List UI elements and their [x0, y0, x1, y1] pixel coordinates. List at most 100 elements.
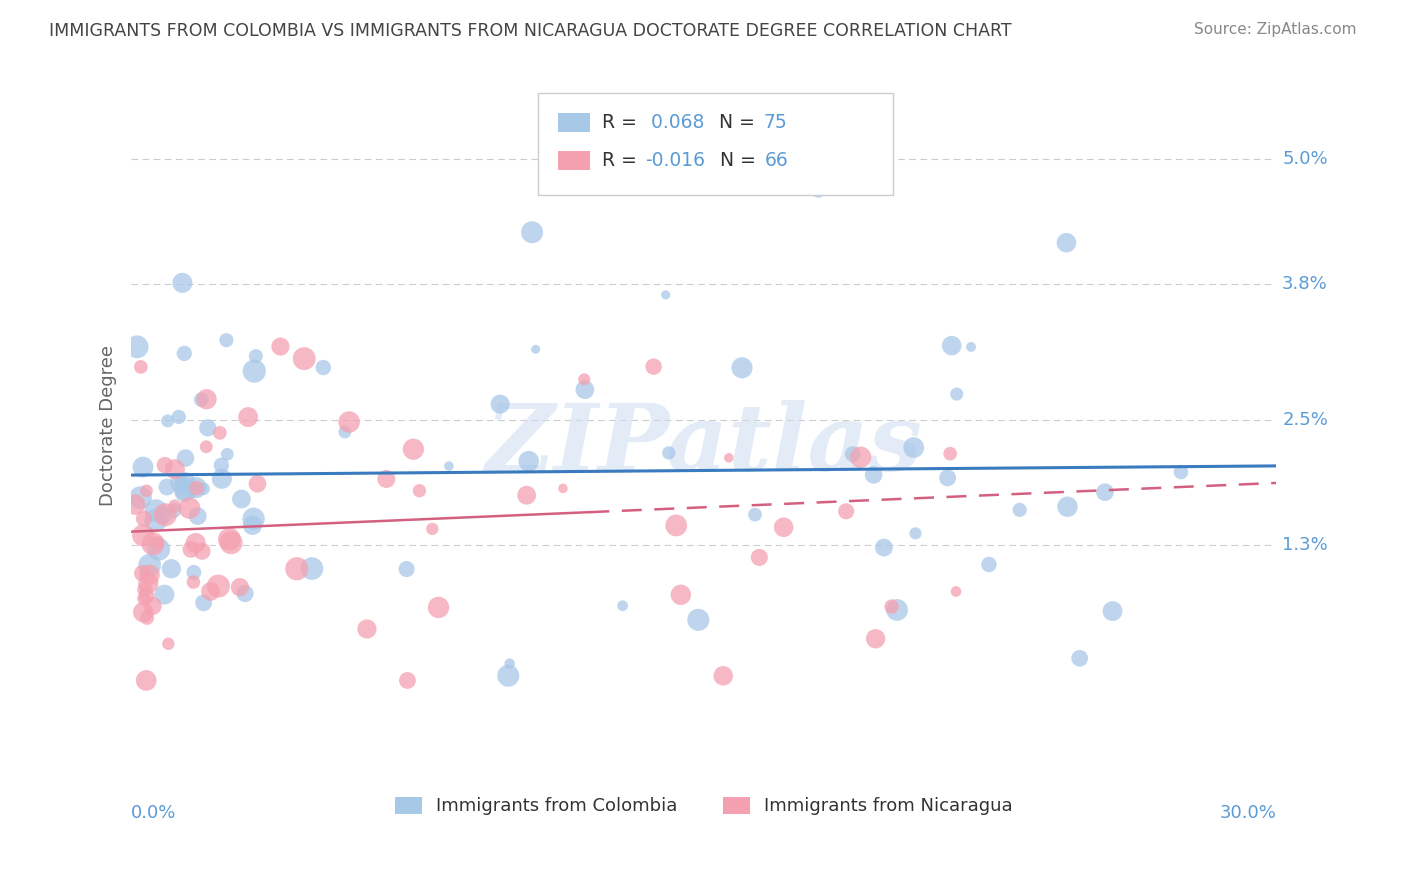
Point	[977, 558, 1000, 572]
Point	[180, 542, 202, 557]
Point	[174, 475, 197, 490]
Point	[218, 532, 240, 546]
Point	[153, 458, 176, 472]
Point	[160, 562, 183, 576]
Point	[157, 637, 180, 651]
Point	[408, 483, 430, 498]
Point	[169, 475, 191, 490]
Point	[167, 409, 190, 424]
Point	[643, 359, 665, 374]
Point	[172, 276, 194, 290]
Point	[229, 580, 252, 594]
Point	[395, 562, 418, 576]
Point	[200, 584, 222, 599]
Point	[145, 513, 167, 527]
Point	[744, 508, 766, 522]
Point	[665, 518, 688, 533]
Point	[208, 425, 231, 440]
Point	[195, 440, 218, 454]
Point	[292, 351, 315, 366]
Point	[499, 657, 522, 671]
Point	[132, 605, 155, 619]
Point	[129, 359, 152, 374]
Point	[520, 225, 543, 239]
Point	[145, 503, 167, 517]
Point	[807, 184, 830, 198]
Point	[337, 415, 360, 429]
Point	[193, 596, 215, 610]
Point	[190, 392, 212, 407]
Point	[136, 576, 159, 591]
Text: 0.068: 0.068	[645, 112, 704, 132]
Point	[141, 599, 163, 613]
Point	[155, 508, 177, 522]
Point	[246, 476, 269, 491]
Point	[156, 480, 179, 494]
Point	[427, 600, 450, 615]
Point	[1101, 604, 1123, 618]
Point	[333, 425, 356, 439]
Point	[772, 520, 794, 534]
Point	[356, 622, 378, 636]
Text: 30.0%: 30.0%	[1219, 805, 1277, 822]
Point	[127, 340, 149, 354]
Point	[873, 541, 896, 555]
Point	[186, 481, 208, 495]
Point	[516, 488, 538, 502]
Point	[939, 447, 962, 461]
Point	[842, 447, 865, 461]
Point	[669, 588, 692, 602]
Text: 1.3%: 1.3%	[1282, 536, 1327, 554]
Point	[138, 558, 160, 573]
Text: R =: R =	[602, 152, 643, 170]
Point	[173, 346, 195, 360]
Text: 0.0%: 0.0%	[131, 805, 177, 822]
Text: 75: 75	[763, 112, 787, 132]
Point	[551, 482, 574, 496]
Point	[184, 536, 207, 550]
Point	[880, 599, 903, 614]
Point	[574, 372, 596, 386]
Point	[498, 669, 520, 683]
Point	[174, 451, 197, 466]
Point	[731, 360, 754, 375]
Point	[1008, 503, 1031, 517]
Point	[1094, 485, 1116, 500]
Point	[269, 340, 291, 354]
Point	[658, 446, 681, 460]
Point	[207, 579, 229, 593]
Point	[135, 483, 157, 498]
Point	[231, 491, 253, 506]
Point	[131, 566, 153, 581]
Point	[132, 591, 155, 606]
Point	[396, 673, 419, 688]
Point	[153, 588, 176, 602]
Text: R =: R =	[602, 112, 643, 132]
Legend: Immigrants from Colombia, Immigrants from Nicaragua: Immigrants from Colombia, Immigrants fro…	[388, 789, 1021, 822]
Point	[132, 460, 155, 475]
Point	[574, 383, 596, 397]
Point	[301, 561, 323, 575]
Point	[211, 472, 233, 486]
Point	[285, 562, 308, 576]
Point	[517, 454, 540, 468]
FancyBboxPatch shape	[558, 152, 591, 170]
Point	[941, 338, 963, 352]
Text: IMMIGRANTS FROM COLOMBIA VS IMMIGRANTS FROM NICARAGUA DOCTORATE DEGREE CORRELATI: IMMIGRANTS FROM COLOMBIA VS IMMIGRANTS F…	[49, 22, 1012, 40]
Point	[654, 288, 676, 302]
Point	[148, 542, 170, 557]
Point	[163, 503, 186, 517]
Point	[242, 512, 264, 526]
Point	[134, 582, 156, 597]
Text: ZIPatlas: ZIPatlas	[485, 401, 922, 491]
Point	[711, 669, 734, 683]
FancyBboxPatch shape	[558, 112, 591, 132]
Point	[193, 482, 215, 496]
Point	[1056, 500, 1078, 514]
Point	[835, 504, 858, 518]
Point	[132, 528, 155, 542]
Text: 2.5%: 2.5%	[1282, 411, 1329, 429]
Point	[312, 360, 335, 375]
Point	[243, 364, 266, 378]
Point	[236, 410, 259, 425]
